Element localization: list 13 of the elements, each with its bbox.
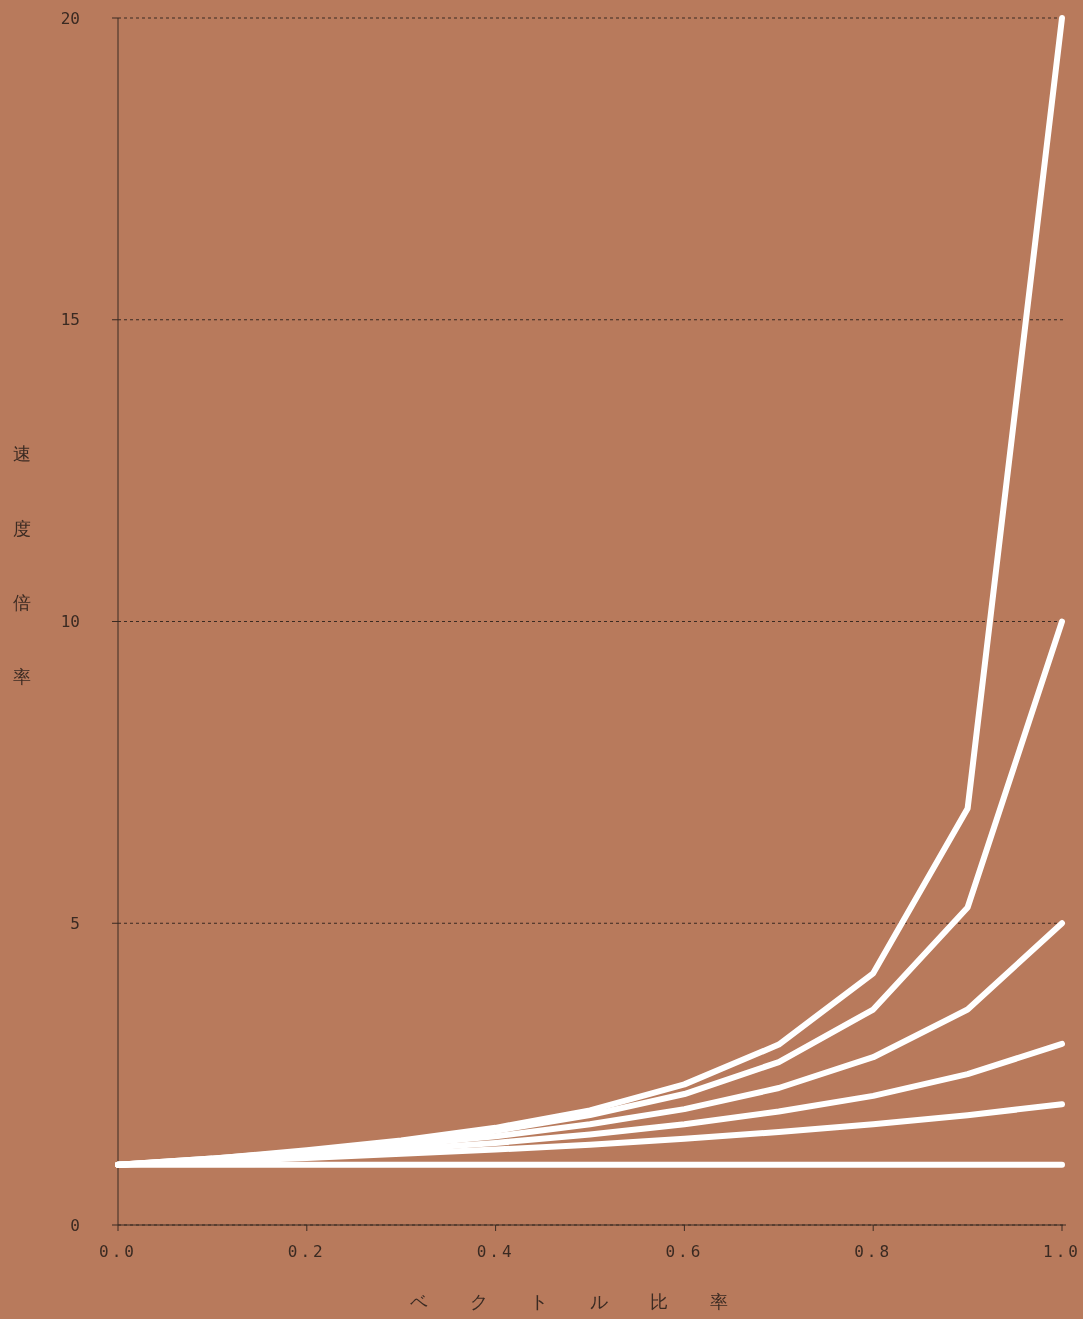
y-tick-label: 10 [60,612,80,632]
x-tick-label: 1.0 [1043,1242,1081,1261]
x-tick-label: 0.2 [287,1242,326,1261]
x-tick-label: 0.6 [665,1242,704,1261]
x-tick-label: 0.0 [99,1242,137,1261]
x-tick-label: 0.4 [476,1242,515,1261]
x-tick-label: 0.8 [854,1242,893,1261]
y-tick-label: 15 [60,310,80,330]
x-axis-title: ベクトル比率 [410,1291,770,1312]
y-tick-label: 5 [70,913,80,933]
y-axis-title: 速度倍率 [11,430,33,726]
y-tick-label: 20 [60,8,80,28]
y-tick-label: 0 [70,1215,80,1235]
